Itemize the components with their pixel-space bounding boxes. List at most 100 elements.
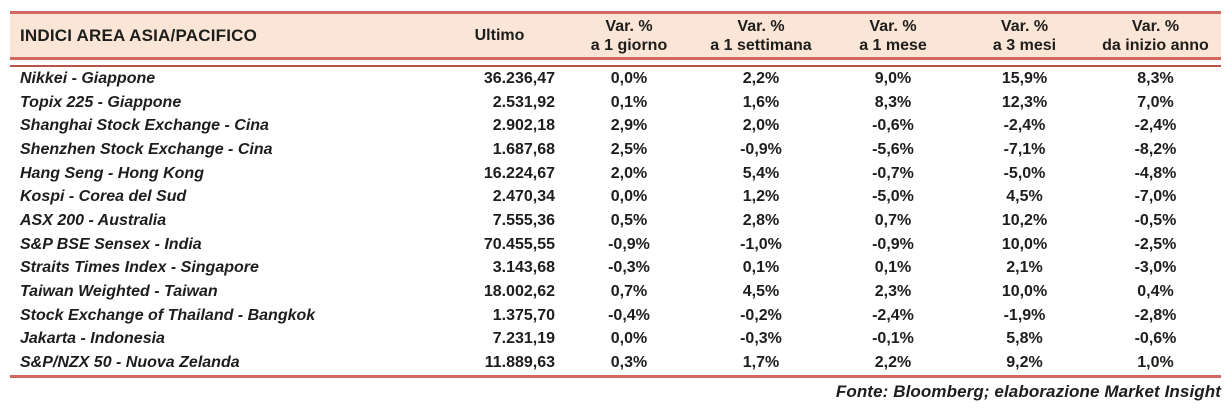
table-body: Nikkei - Giappone 36.236,47 0,0% 2,2% 9,…	[10, 67, 1221, 376]
column-header-var-1-giorno: Var. % a 1 giorno	[563, 13, 695, 59]
index-name: S&P BSE Sensex - India	[20, 235, 202, 253]
table-header: INDICI AREA ASIA/PACIFICO Ultimo Var. % …	[10, 11, 1221, 60]
var-1-week: 2,0%	[742, 117, 780, 135]
var-1-week: 4,5%	[742, 283, 780, 301]
var-3-months: 10,2%	[1001, 211, 1048, 229]
var-3-months: -1,9%	[1003, 306, 1046, 324]
var-3-months: 10,0%	[1001, 283, 1048, 301]
table-row: Hang Seng - Hong Kong 16.224,67 2,0% 5,4…	[10, 162, 1221, 186]
var-ytd: -7,0%	[1134, 188, 1177, 206]
table-row: Kospi - Corea del Sud 2.470,34 0,0% 1,2%…	[10, 185, 1221, 209]
var-label: Var. %	[869, 17, 917, 35]
var-1-month: 0,7%	[874, 211, 912, 229]
table-row: Straits Times Index - Singapore 3.143,68…	[10, 257, 1221, 281]
var-3-months: 2,1%	[1006, 259, 1043, 277]
var-1-month: 2,3%	[874, 283, 912, 301]
last-value: 11.889,63	[484, 354, 555, 372]
column-header-var-1-mese: Var. % a 1 mese	[827, 13, 959, 59]
last-value: 7.231,19	[492, 330, 555, 348]
source-note: Fonte: Bloomberg; elaborazione Market In…	[835, 381, 1221, 401]
index-name: S&P/NZX 50 - Nuova Zelanda	[20, 354, 240, 372]
var-1-week: 2,8%	[742, 211, 780, 229]
var-1-week: 0,1%	[742, 259, 780, 277]
var-1-day: 0,0%	[610, 330, 648, 348]
var-3-months: -5,0%	[1003, 164, 1046, 182]
var-ytd: -2,5%	[1134, 235, 1177, 253]
asia-pacific-indices-table: INDICI AREA ASIA/PACIFICO Ultimo Var. % …	[10, 11, 1221, 402]
last-value: 2.902,18	[492, 117, 555, 135]
var-1-day: 0,1%	[610, 93, 648, 111]
table-row: Shenzhen Stock Exchange - Cina 1.687,68 …	[10, 138, 1221, 162]
var-1-month: -0,7%	[872, 164, 914, 182]
var-1-month: -2,4%	[872, 306, 914, 324]
var-1-month: -0,6%	[872, 117, 914, 135]
var-1-day: 0,3%	[610, 354, 648, 372]
var-1-week: 1,6%	[742, 93, 780, 111]
var-ytd: -2,4%	[1134, 117, 1177, 135]
column-header-var-1-settimana: Var. % a 1 settimana	[695, 13, 827, 59]
var-label: Var. %	[1000, 17, 1049, 35]
var-1-day: 0,7%	[610, 283, 648, 301]
var-1-week: 1,7%	[742, 354, 780, 372]
table-row: Shanghai Stock Exchange - Cina 2.902,18 …	[10, 114, 1221, 138]
index-name: Jakarta - Indonesia	[20, 330, 165, 348]
var-1-day: 2,5%	[610, 140, 648, 158]
index-name: Straits Times Index - Singapore	[20, 259, 259, 277]
var-3-months: 5,8%	[1006, 330, 1043, 348]
var-period: a 1 mese	[859, 36, 927, 54]
var-ytd: -8,2%	[1134, 140, 1177, 158]
table-row: Nikkei - Giappone 36.236,47 0,0% 2,2% 9,…	[10, 67, 1221, 91]
table-title: INDICI AREA ASIA/PACIFICO	[20, 25, 258, 45]
var-1-day: 0,0%	[610, 69, 648, 87]
var-label: Var. %	[1131, 17, 1180, 35]
var-ytd: 0,4%	[1137, 283, 1174, 301]
column-header-var-inizio-anno: Var. % da inizio anno	[1090, 13, 1221, 59]
var-period: da inizio anno	[1102, 36, 1209, 54]
var-ytd: 7,0%	[1137, 93, 1174, 111]
table-row: ASX 200 - Australia 7.555,36 0,5% 2,8% 0…	[10, 209, 1221, 233]
var-1-day: 2,9%	[610, 117, 648, 135]
table-row: Taiwan Weighted - Taiwan 18.002,62 0,7% …	[10, 280, 1221, 304]
index-name: Shenzhen Stock Exchange - Cina	[20, 140, 273, 158]
var-1-month: 9,0%	[874, 69, 912, 87]
var-1-day: 0,0%	[610, 188, 648, 206]
var-ytd: 1,0%	[1137, 354, 1174, 372]
var-3-months: 10,0%	[1001, 235, 1048, 253]
var-ytd: -2,8%	[1134, 306, 1177, 324]
var-label: Var. %	[737, 17, 785, 35]
last-value: 7.555,36	[492, 211, 555, 229]
var-1-week: -0,2%	[740, 306, 782, 324]
index-name: Topix 225 - Giappone	[20, 93, 182, 111]
index-name: ASX 200 - Australia	[20, 211, 167, 229]
var-3-months: 4,5%	[1006, 188, 1043, 206]
last-value: 2.531,92	[492, 93, 555, 111]
table-row: S&P BSE Sensex - India 70.455,55 -0,9% -…	[10, 233, 1221, 257]
column-header-var-3-mesi: Var. % a 3 mesi	[959, 13, 1090, 59]
table-row: Jakarta - Indonesia 7.231,19 0,0% -0,3% …	[10, 328, 1221, 352]
var-1-week: -0,3%	[740, 330, 782, 348]
last-value: 1.687,68	[492, 140, 555, 158]
var-1-week: -1,0%	[740, 235, 782, 253]
index-name: Shanghai Stock Exchange - Cina	[20, 117, 269, 135]
var-3-months: 15,9%	[1001, 69, 1048, 87]
last-value: 3.143,68	[492, 259, 555, 277]
var-1-month: -0,9%	[872, 235, 914, 253]
var-1-week: -0,9%	[740, 140, 782, 158]
var-1-month: -5,0%	[872, 188, 914, 206]
table-row: Topix 225 - Giappone 2.531,92 0,1% 1,6% …	[10, 91, 1221, 115]
index-name: Stock Exchange of Thailand - Bangkok	[20, 306, 316, 324]
var-1-day: 0,5%	[610, 211, 648, 229]
table-body-table: Nikkei - Giappone 36.236,47 0,0% 2,2% 9,…	[10, 67, 1221, 378]
var-1-month: 0,1%	[874, 259, 912, 277]
var-ytd: -0,6%	[1134, 330, 1177, 348]
thin-divider-rule	[10, 65, 1221, 67]
var-1-month: -5,6%	[872, 140, 914, 158]
index-name: Hang Seng - Hong Kong	[20, 164, 204, 182]
var-3-months: -7,1%	[1003, 140, 1046, 158]
last-value: 16.224,67	[483, 164, 555, 182]
last-value: 36.236,47	[483, 69, 555, 87]
var-3-months: 12,3%	[1001, 93, 1048, 111]
var-1-month: 8,3%	[874, 93, 912, 111]
table-row: Stock Exchange of Thailand - Bangkok 1.3…	[10, 304, 1221, 328]
var-1-day: -0,3%	[608, 259, 650, 277]
